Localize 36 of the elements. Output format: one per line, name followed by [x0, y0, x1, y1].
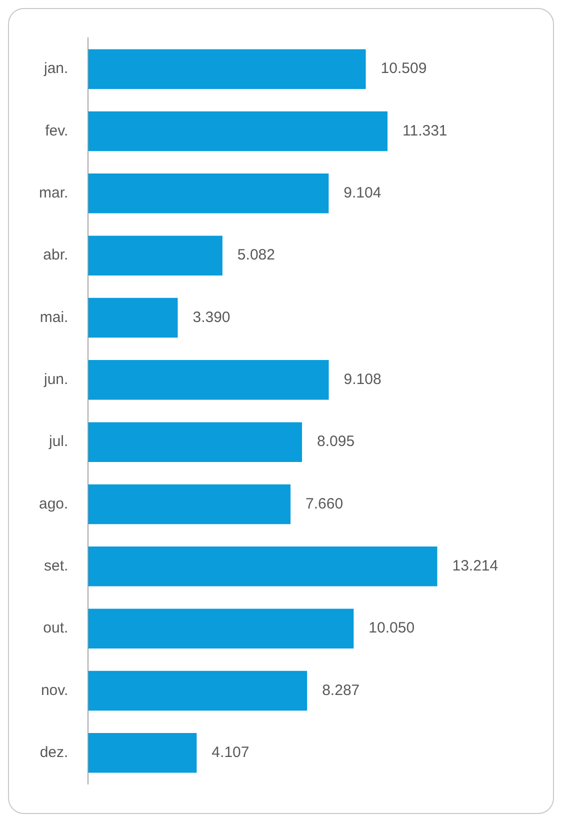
y-tick-label: ago.	[38, 495, 68, 512]
bar	[88, 546, 438, 586]
data-label: 8.287	[322, 682, 360, 699]
bar	[88, 484, 291, 524]
bar	[88, 670, 308, 711]
y-tick-label: fev.	[45, 122, 68, 140]
data-label: 8.095	[317, 433, 355, 450]
y-tick-label: jul.	[48, 433, 68, 450]
y-tick-label: mai.	[40, 308, 68, 326]
data-label: 7.660	[306, 495, 344, 512]
bar	[88, 608, 354, 648]
data-label: 3.390	[192, 308, 230, 326]
data-label: 9.108	[344, 371, 382, 388]
bar	[88, 174, 329, 214]
y-tick-label: mar.	[39, 184, 68, 202]
bar	[88, 360, 329, 400]
data-label: 10.509	[380, 60, 427, 78]
y-tick-label: nov.	[40, 682, 68, 699]
data-label: 9.104	[344, 184, 382, 202]
bar	[88, 236, 222, 276]
y-tick-label: jan.	[43, 60, 68, 78]
y-tick-label: jun.	[43, 371, 68, 388]
bar	[88, 298, 178, 338]
y-tick-label: abr.	[43, 246, 68, 264]
y-tick-label: out.	[43, 620, 68, 637]
data-label: 4.107	[212, 744, 250, 762]
data-label: 13.214	[452, 558, 498, 575]
data-label: 11.331	[402, 122, 448, 140]
data-label: 10.050	[368, 620, 415, 637]
y-tick-label: set.	[44, 558, 68, 575]
bar	[88, 111, 388, 152]
bar	[88, 733, 197, 773]
data-label: 5.082	[237, 246, 275, 264]
bar	[88, 49, 366, 89]
y-tick-label: dez.	[40, 744, 68, 762]
bar	[88, 422, 302, 462]
